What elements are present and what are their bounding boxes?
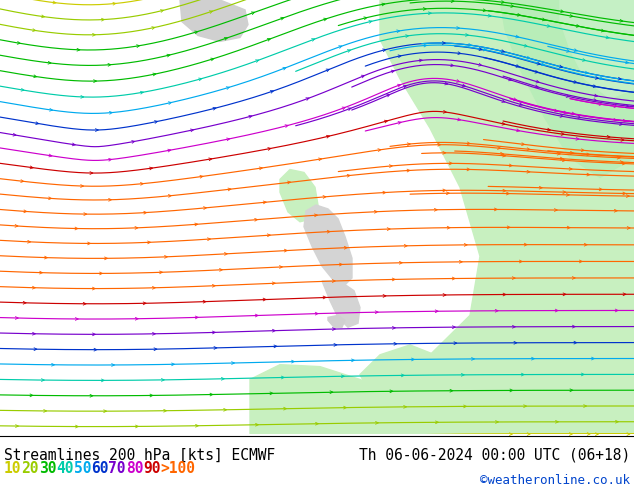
Text: >100: >100 (160, 461, 196, 476)
Text: 70: 70 (108, 461, 126, 476)
Polygon shape (380, 0, 634, 434)
Polygon shape (250, 365, 400, 434)
Text: 80: 80 (126, 461, 143, 476)
Text: 60: 60 (91, 461, 108, 476)
Text: 10: 10 (4, 461, 22, 476)
Text: 90: 90 (143, 461, 160, 476)
Polygon shape (280, 170, 318, 222)
Polygon shape (360, 345, 450, 406)
Text: 50: 50 (74, 461, 91, 476)
Polygon shape (180, 0, 248, 41)
Text: Th 06-06-2024 00:00 UTC (06+18): Th 06-06-2024 00:00 UTC (06+18) (359, 448, 630, 463)
Polygon shape (560, 0, 634, 98)
Polygon shape (322, 281, 360, 327)
Polygon shape (500, 0, 634, 177)
Text: 20: 20 (22, 461, 39, 476)
Polygon shape (328, 316, 345, 327)
Text: 40: 40 (56, 461, 74, 476)
Text: 30: 30 (39, 461, 56, 476)
Text: Streamlines 200 hPa [kts] ECMWF: Streamlines 200 hPa [kts] ECMWF (4, 448, 275, 463)
Text: ©weatheronline.co.uk: ©weatheronline.co.uk (480, 474, 630, 487)
Polygon shape (304, 205, 352, 286)
